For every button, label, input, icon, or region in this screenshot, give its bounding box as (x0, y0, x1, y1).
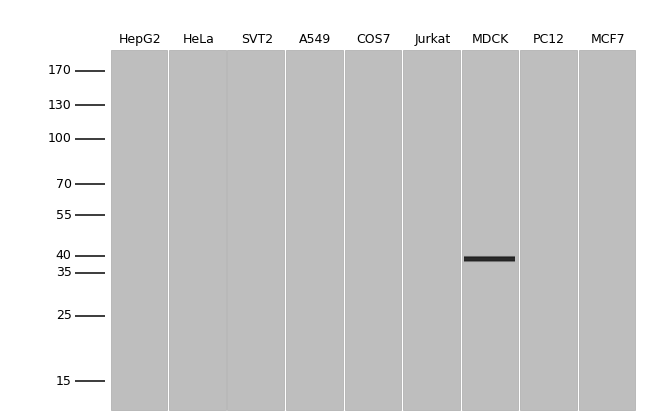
Bar (462, 50, 518, 410)
Text: 25: 25 (56, 309, 72, 322)
Bar (286, 50, 343, 410)
Text: PC12: PC12 (533, 33, 566, 46)
Text: 70: 70 (55, 178, 72, 191)
Bar (344, 50, 401, 410)
Text: 15: 15 (56, 375, 72, 387)
Text: 100: 100 (47, 132, 72, 145)
Text: COS7: COS7 (356, 33, 391, 46)
Text: SVT2: SVT2 (240, 33, 273, 46)
Text: A549: A549 (299, 33, 332, 46)
Text: HepG2: HepG2 (118, 33, 161, 46)
Text: 55: 55 (55, 209, 72, 222)
Bar (578, 50, 635, 410)
Text: MDCK: MDCK (472, 33, 510, 46)
Text: HeLa: HeLa (182, 33, 215, 46)
Bar (227, 50, 284, 410)
Bar (111, 50, 167, 410)
Text: Jurkat: Jurkat (414, 33, 450, 46)
Text: 130: 130 (47, 99, 72, 112)
Bar (520, 50, 577, 410)
Bar (403, 50, 460, 410)
Text: 40: 40 (56, 249, 72, 263)
Text: MCF7: MCF7 (590, 33, 625, 46)
Text: 35: 35 (56, 266, 72, 279)
Bar (169, 50, 226, 410)
Text: 170: 170 (47, 64, 72, 77)
